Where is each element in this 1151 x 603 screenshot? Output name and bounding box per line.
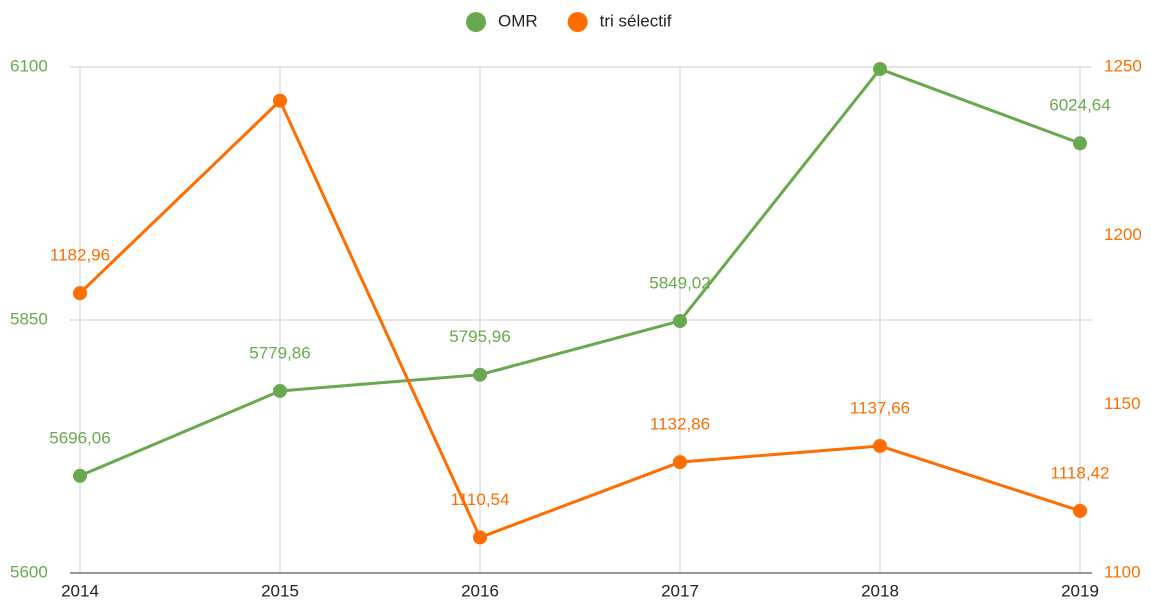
data-label: 5696,06 xyxy=(49,428,110,447)
y-tick-label: 5600 xyxy=(10,562,48,581)
y2-tick-label: 1150 xyxy=(1104,394,1141,413)
data-point xyxy=(873,62,887,77)
data-point xyxy=(1073,136,1087,151)
x-tick-label: 2015 xyxy=(261,581,299,600)
data-label: 5795,96 xyxy=(449,327,510,346)
data-label: 1132,86 xyxy=(650,415,710,434)
data-label: 1110,54 xyxy=(451,490,510,509)
y2-tick-label: 1250 xyxy=(1104,56,1142,75)
x-tick-label: 2014 xyxy=(61,581,99,600)
data-point xyxy=(873,438,887,453)
data-point xyxy=(73,286,87,301)
data-label: 1118,42 xyxy=(1051,463,1110,482)
y-tick-label: 6100 xyxy=(10,56,48,75)
data-point xyxy=(1073,503,1087,518)
series-line xyxy=(79,67,1081,478)
y2-tick-label: 1200 xyxy=(1104,225,1142,244)
data-label: 1182,96 xyxy=(50,246,110,265)
series-line xyxy=(78,98,1081,540)
data-point xyxy=(473,367,487,382)
data-point xyxy=(73,468,87,483)
data-label: 5779,86 xyxy=(249,343,310,362)
data-point xyxy=(473,530,487,545)
data-label: 1137,66 xyxy=(850,398,910,417)
data-point xyxy=(273,383,287,398)
data-label: 5849,02 xyxy=(649,273,710,292)
x-tick-label: 2018 xyxy=(861,581,899,600)
legend-swatch xyxy=(567,12,588,32)
legend-swatch xyxy=(466,12,486,32)
legend-label: tri sélectif xyxy=(600,11,672,30)
data-point xyxy=(673,313,687,328)
data-label: 6024,64 xyxy=(1049,96,1110,115)
data-point xyxy=(673,455,687,470)
x-tick-label: 2016 xyxy=(461,581,499,600)
x-tick-label: 2019 xyxy=(1061,581,1099,600)
x-tick-label: 2017 xyxy=(661,581,699,600)
data-point xyxy=(273,93,287,108)
y-tick-label: 5850 xyxy=(10,309,48,328)
legend-label: OMR xyxy=(498,11,538,30)
y2-tick-label: 1100 xyxy=(1104,562,1141,581)
